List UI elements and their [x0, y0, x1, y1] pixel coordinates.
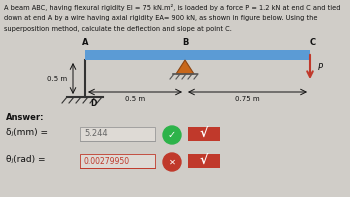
Text: θⱼ(rad) =: θⱼ(rad) =: [6, 155, 46, 164]
Text: δⱼ(mm) =: δⱼ(mm) =: [6, 128, 48, 137]
Text: superposition method, calculate the deflection and slope at point C.: superposition method, calculate the defl…: [4, 26, 232, 32]
Bar: [188, 154, 220, 168]
Circle shape: [163, 153, 181, 171]
Text: ✕: ✕: [168, 157, 175, 166]
Text: down at end A by a wire having axial rigidity EA= 900 kN, as shown in figure bel: down at end A by a wire having axial rig…: [4, 15, 317, 21]
Text: C: C: [310, 38, 316, 47]
Bar: [85, 50, 310, 60]
Text: √: √: [200, 154, 208, 167]
Polygon shape: [176, 60, 194, 74]
Text: 5.244: 5.244: [84, 129, 108, 138]
Text: A: A: [82, 38, 88, 47]
Bar: [80, 127, 155, 141]
Text: 0.75 m: 0.75 m: [235, 96, 260, 102]
Circle shape: [163, 126, 181, 144]
Text: A beam ABC, having flexural rigidity EI = 75 kN.m², is loaded by a force P = 1.2: A beam ABC, having flexural rigidity EI …: [4, 4, 341, 11]
Text: √: √: [200, 127, 208, 140]
Text: B: B: [182, 38, 188, 47]
Text: P: P: [318, 62, 323, 72]
Bar: [188, 127, 220, 141]
Bar: [80, 154, 155, 168]
Text: D: D: [90, 99, 96, 108]
Text: 0.00279950: 0.00279950: [84, 156, 130, 165]
Text: Answer:: Answer:: [6, 113, 44, 122]
Text: 0.5 m: 0.5 m: [47, 75, 67, 82]
Text: 0.5 m: 0.5 m: [125, 96, 145, 102]
Text: ✓: ✓: [168, 130, 176, 140]
